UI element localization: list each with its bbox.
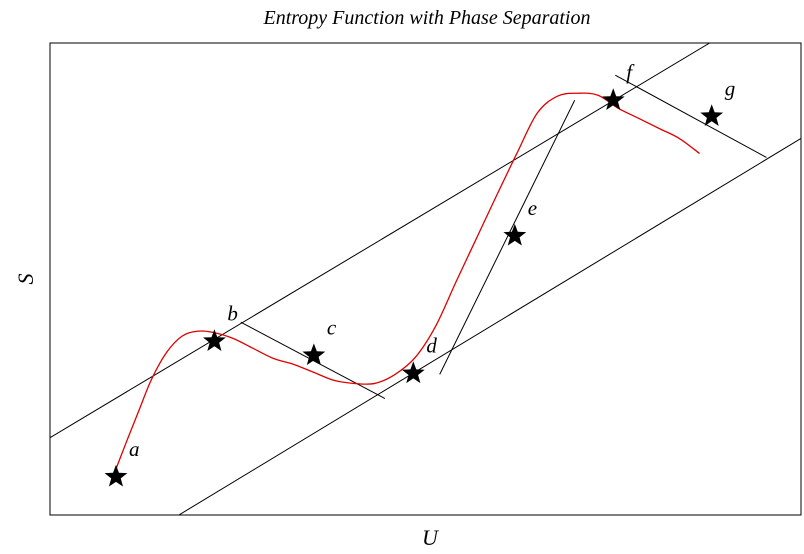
point-label-d: d [426,333,437,357]
tangent-segment-2 [439,100,576,375]
star-marker-e [503,223,527,246]
point-label-b: b [227,301,238,325]
entropy-curve [112,92,700,478]
plot-area [50,43,801,515]
star-marker-b [203,329,226,351]
star-marker-g [700,104,724,127]
y-axis-label: S [13,274,38,285]
x-axis-label: U [422,525,440,550]
point-label-c: c [327,315,337,339]
common-tangent-line-2 [178,137,801,515]
point-label-e: e [528,196,537,220]
star-marker-d [401,361,425,384]
point-label-f: f [626,60,635,84]
star-marker-f [601,88,625,110]
common-tangent-line-1 [50,43,710,439]
star-marker-c [302,343,326,366]
point-label-g: g [725,76,736,100]
plot-frame [49,42,802,516]
star-marker-a [104,464,128,487]
tangent-segment-3 [615,74,767,158]
point-label-a: a [129,437,140,461]
chart-title: Entropy Function with Phase Separation [262,7,590,29]
